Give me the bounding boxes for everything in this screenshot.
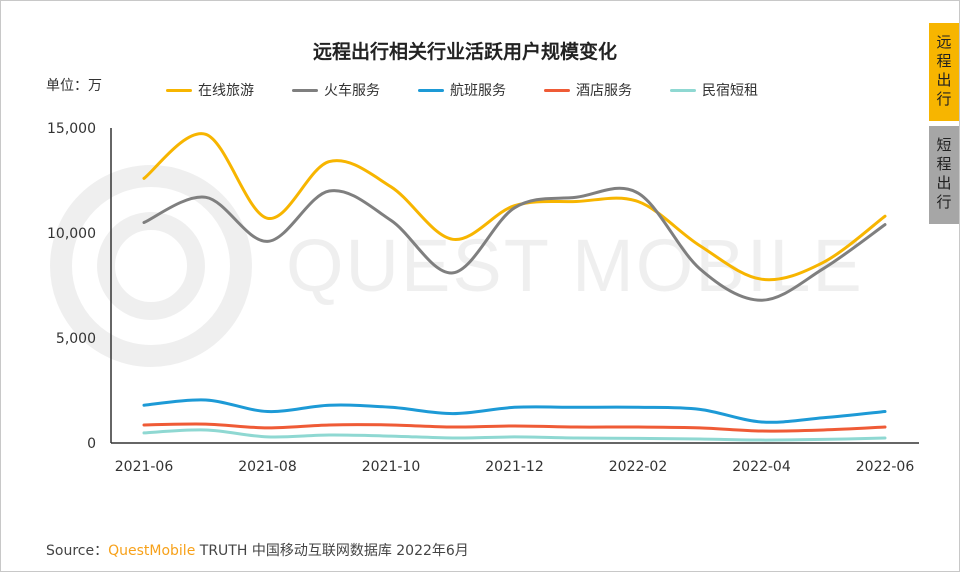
legend-label: 航班服务: [450, 83, 506, 99]
x-tick-label: 2021-06: [115, 459, 174, 475]
x-tick-label: 2021-10: [362, 459, 421, 475]
legend-label: 酒店服务: [576, 83, 632, 99]
legend-swatch: [166, 88, 192, 92]
x-tick-label: 2022-02: [609, 459, 668, 475]
legend-swatch: [418, 88, 444, 92]
legend-item[interactable]: 在线旅游: [166, 80, 254, 100]
x-tick-label: 2021-12: [485, 459, 544, 475]
source-brand: QuestMobile: [108, 543, 196, 559]
source-note: Source：QuestMobile TRUTH 中国移动互联网数据库 2022…: [46, 540, 469, 560]
x-tick-label: 2022-04: [732, 459, 791, 475]
series-line: [142, 422, 887, 433]
tab-long-distance[interactable]: 远程出行: [929, 23, 959, 121]
y-tick-label: 0: [87, 436, 96, 452]
legend: 在线旅游 火车服务 航班服务 酒店服务 民宿短租: [166, 80, 758, 100]
series-line: [142, 186, 887, 302]
legend-swatch: [292, 88, 318, 92]
series-line: [142, 398, 887, 424]
source-prefix: Source：: [46, 543, 109, 559]
legend-item[interactable]: 民宿短租: [670, 80, 758, 100]
series-line: [142, 132, 887, 282]
legend-label: 民宿短租: [702, 83, 758, 99]
legend-item[interactable]: 航班服务: [418, 80, 506, 100]
series-line: [142, 428, 887, 442]
chart-title: 远程出行相关行业活跃用户规模变化: [312, 41, 617, 63]
legend-label: 火车服务: [324, 83, 380, 99]
x-tick-label: 2021-08: [238, 459, 297, 475]
svg-text:QUEST MOBILE: QUEST MOBILE: [286, 224, 864, 307]
legend-swatch: [544, 88, 570, 92]
legend-item[interactable]: 酒店服务: [544, 80, 632, 100]
y-tick-label: 10,000: [47, 226, 96, 242]
watermark: QUEST MOBILE: [50, 165, 864, 367]
legend-item[interactable]: 火车服务: [292, 80, 380, 100]
y-tick-label: 15,000: [47, 121, 96, 137]
tab-short-distance[interactable]: 短程出行: [929, 126, 959, 224]
unit-label: 单位：万: [46, 78, 102, 94]
x-tick-label: 2022-06: [856, 459, 915, 475]
legend-swatch: [670, 88, 696, 92]
legend-label: 在线旅游: [198, 83, 254, 99]
source-text: TRUTH 中国移动互联网数据库 2022年6月: [195, 543, 469, 559]
y-tick-label: 5,000: [56, 331, 96, 347]
